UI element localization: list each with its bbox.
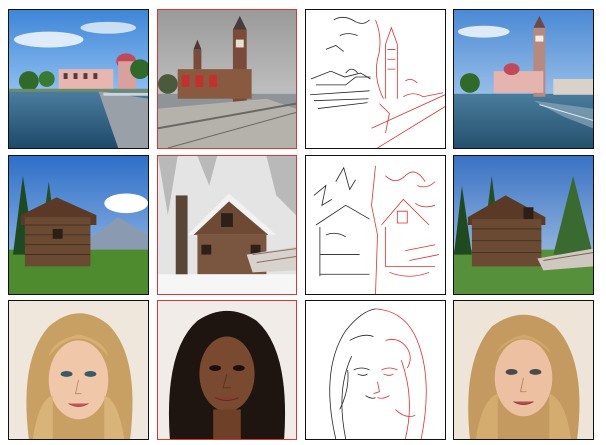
cabin-result-photo <box>453 155 594 295</box>
cabin-style-photo <box>157 155 297 295</box>
harbor-style-photo <box>157 9 297 149</box>
cabin-source-photo <box>8 155 149 295</box>
harbor-result-photo <box>453 9 594 149</box>
cabin-edge-map <box>305 155 446 295</box>
portrait-style-photo <box>157 300 297 440</box>
portrait-edge-map <box>305 300 446 440</box>
harbor-source-photo <box>8 9 149 149</box>
portrait-source-photo <box>8 300 149 440</box>
harbor-edge-map <box>305 9 446 149</box>
portrait-result-photo <box>453 300 594 440</box>
